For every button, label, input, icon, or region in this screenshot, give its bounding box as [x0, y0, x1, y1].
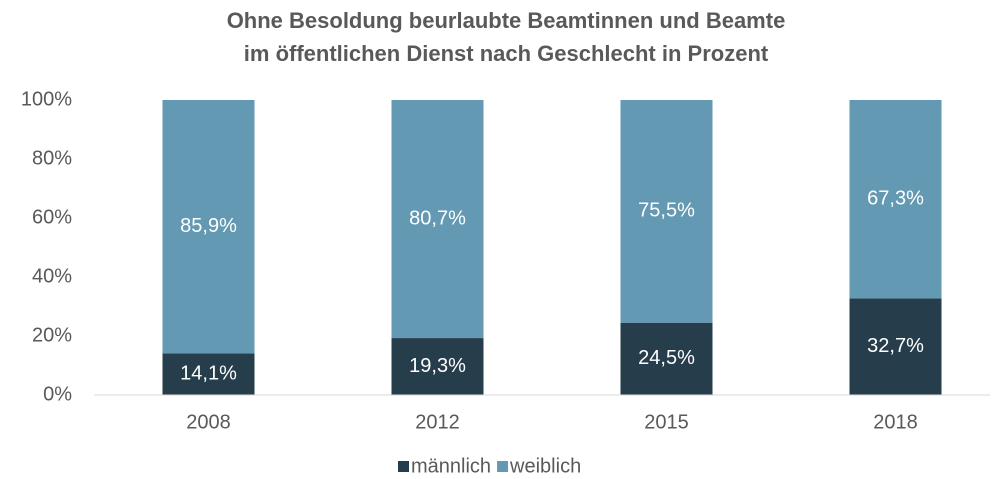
bar-segment [162, 100, 255, 354]
value-label: 24,5% [638, 347, 695, 369]
value-label: 85,9% [180, 215, 237, 237]
value-label: 19,3% [409, 355, 466, 377]
y-tick-label: 60% [32, 206, 72, 228]
bar-segment [849, 298, 942, 395]
y-tick-label: 20% [32, 324, 72, 346]
value-label: 32,7% [867, 335, 924, 357]
y-tick-label: 100% [21, 88, 72, 110]
bar-segment [620, 322, 713, 395]
y-tick-label: 0% [43, 383, 72, 405]
legend-swatch [398, 461, 409, 472]
bar-segment [620, 100, 713, 323]
bar-segment [849, 100, 942, 299]
value-label: 14,1% [180, 362, 237, 384]
bar-segment [391, 100, 484, 339]
legend-swatch [497, 461, 509, 472]
legend-label: männlich [411, 455, 491, 477]
y-tick-label: 40% [32, 265, 72, 287]
x-tick-label: 2008 [186, 411, 231, 433]
bar-segment [391, 338, 484, 395]
bar-segment [162, 353, 255, 395]
x-tick-label: 2015 [644, 411, 689, 433]
value-label: 67,3% [867, 188, 924, 210]
x-tick-label: 2012 [415, 411, 460, 433]
value-label: 80,7% [409, 207, 466, 229]
chart-title: Ohne Besoldung beurlaubte Beamtinnen und… [227, 8, 786, 33]
legend-label: weiblich [509, 455, 581, 477]
x-tick-label: 2018 [873, 411, 918, 433]
y-tick-label: 80% [32, 147, 72, 169]
chart-title: im öffentlichen Dienst nach Geschlecht i… [244, 41, 769, 66]
value-label: 75,5% [638, 200, 695, 222]
